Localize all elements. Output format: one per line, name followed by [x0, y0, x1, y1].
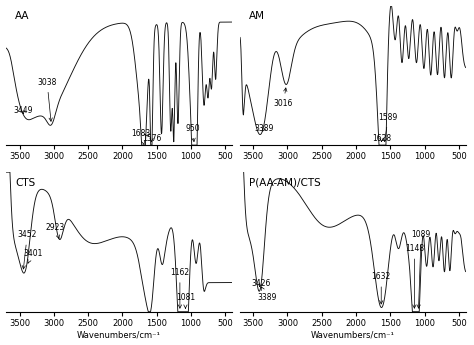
Text: 1081: 1081 — [176, 293, 195, 308]
Text: 3449: 3449 — [13, 106, 33, 115]
Text: 3452: 3452 — [18, 230, 37, 269]
Text: 1089: 1089 — [411, 230, 431, 308]
Text: 1589: 1589 — [379, 113, 398, 141]
X-axis label: Wavenumbers/cm⁻¹: Wavenumbers/cm⁻¹ — [310, 331, 394, 339]
Text: 1576: 1576 — [142, 134, 161, 142]
Text: 3038: 3038 — [37, 78, 57, 121]
Text: 1628: 1628 — [372, 134, 391, 142]
Text: 3389: 3389 — [257, 287, 277, 302]
Text: P(AA-AM)/CTS: P(AA-AM)/CTS — [248, 178, 320, 188]
Text: 1162: 1162 — [170, 268, 190, 308]
Text: 3401: 3401 — [23, 249, 42, 263]
X-axis label: Wavenumbers/cm⁻¹: Wavenumbers/cm⁻¹ — [77, 331, 161, 339]
Text: 1632: 1632 — [372, 272, 391, 304]
Text: AA: AA — [15, 11, 29, 21]
Text: 950: 950 — [185, 124, 200, 141]
Text: CTS: CTS — [15, 178, 35, 188]
Text: 1148: 1148 — [405, 244, 424, 308]
Text: 3426: 3426 — [251, 279, 271, 288]
Text: AM: AM — [248, 11, 264, 21]
Text: 1683: 1683 — [131, 129, 151, 145]
Text: 2923: 2923 — [46, 224, 65, 238]
Text: 3389: 3389 — [255, 124, 274, 133]
Text: 3016: 3016 — [273, 88, 293, 108]
